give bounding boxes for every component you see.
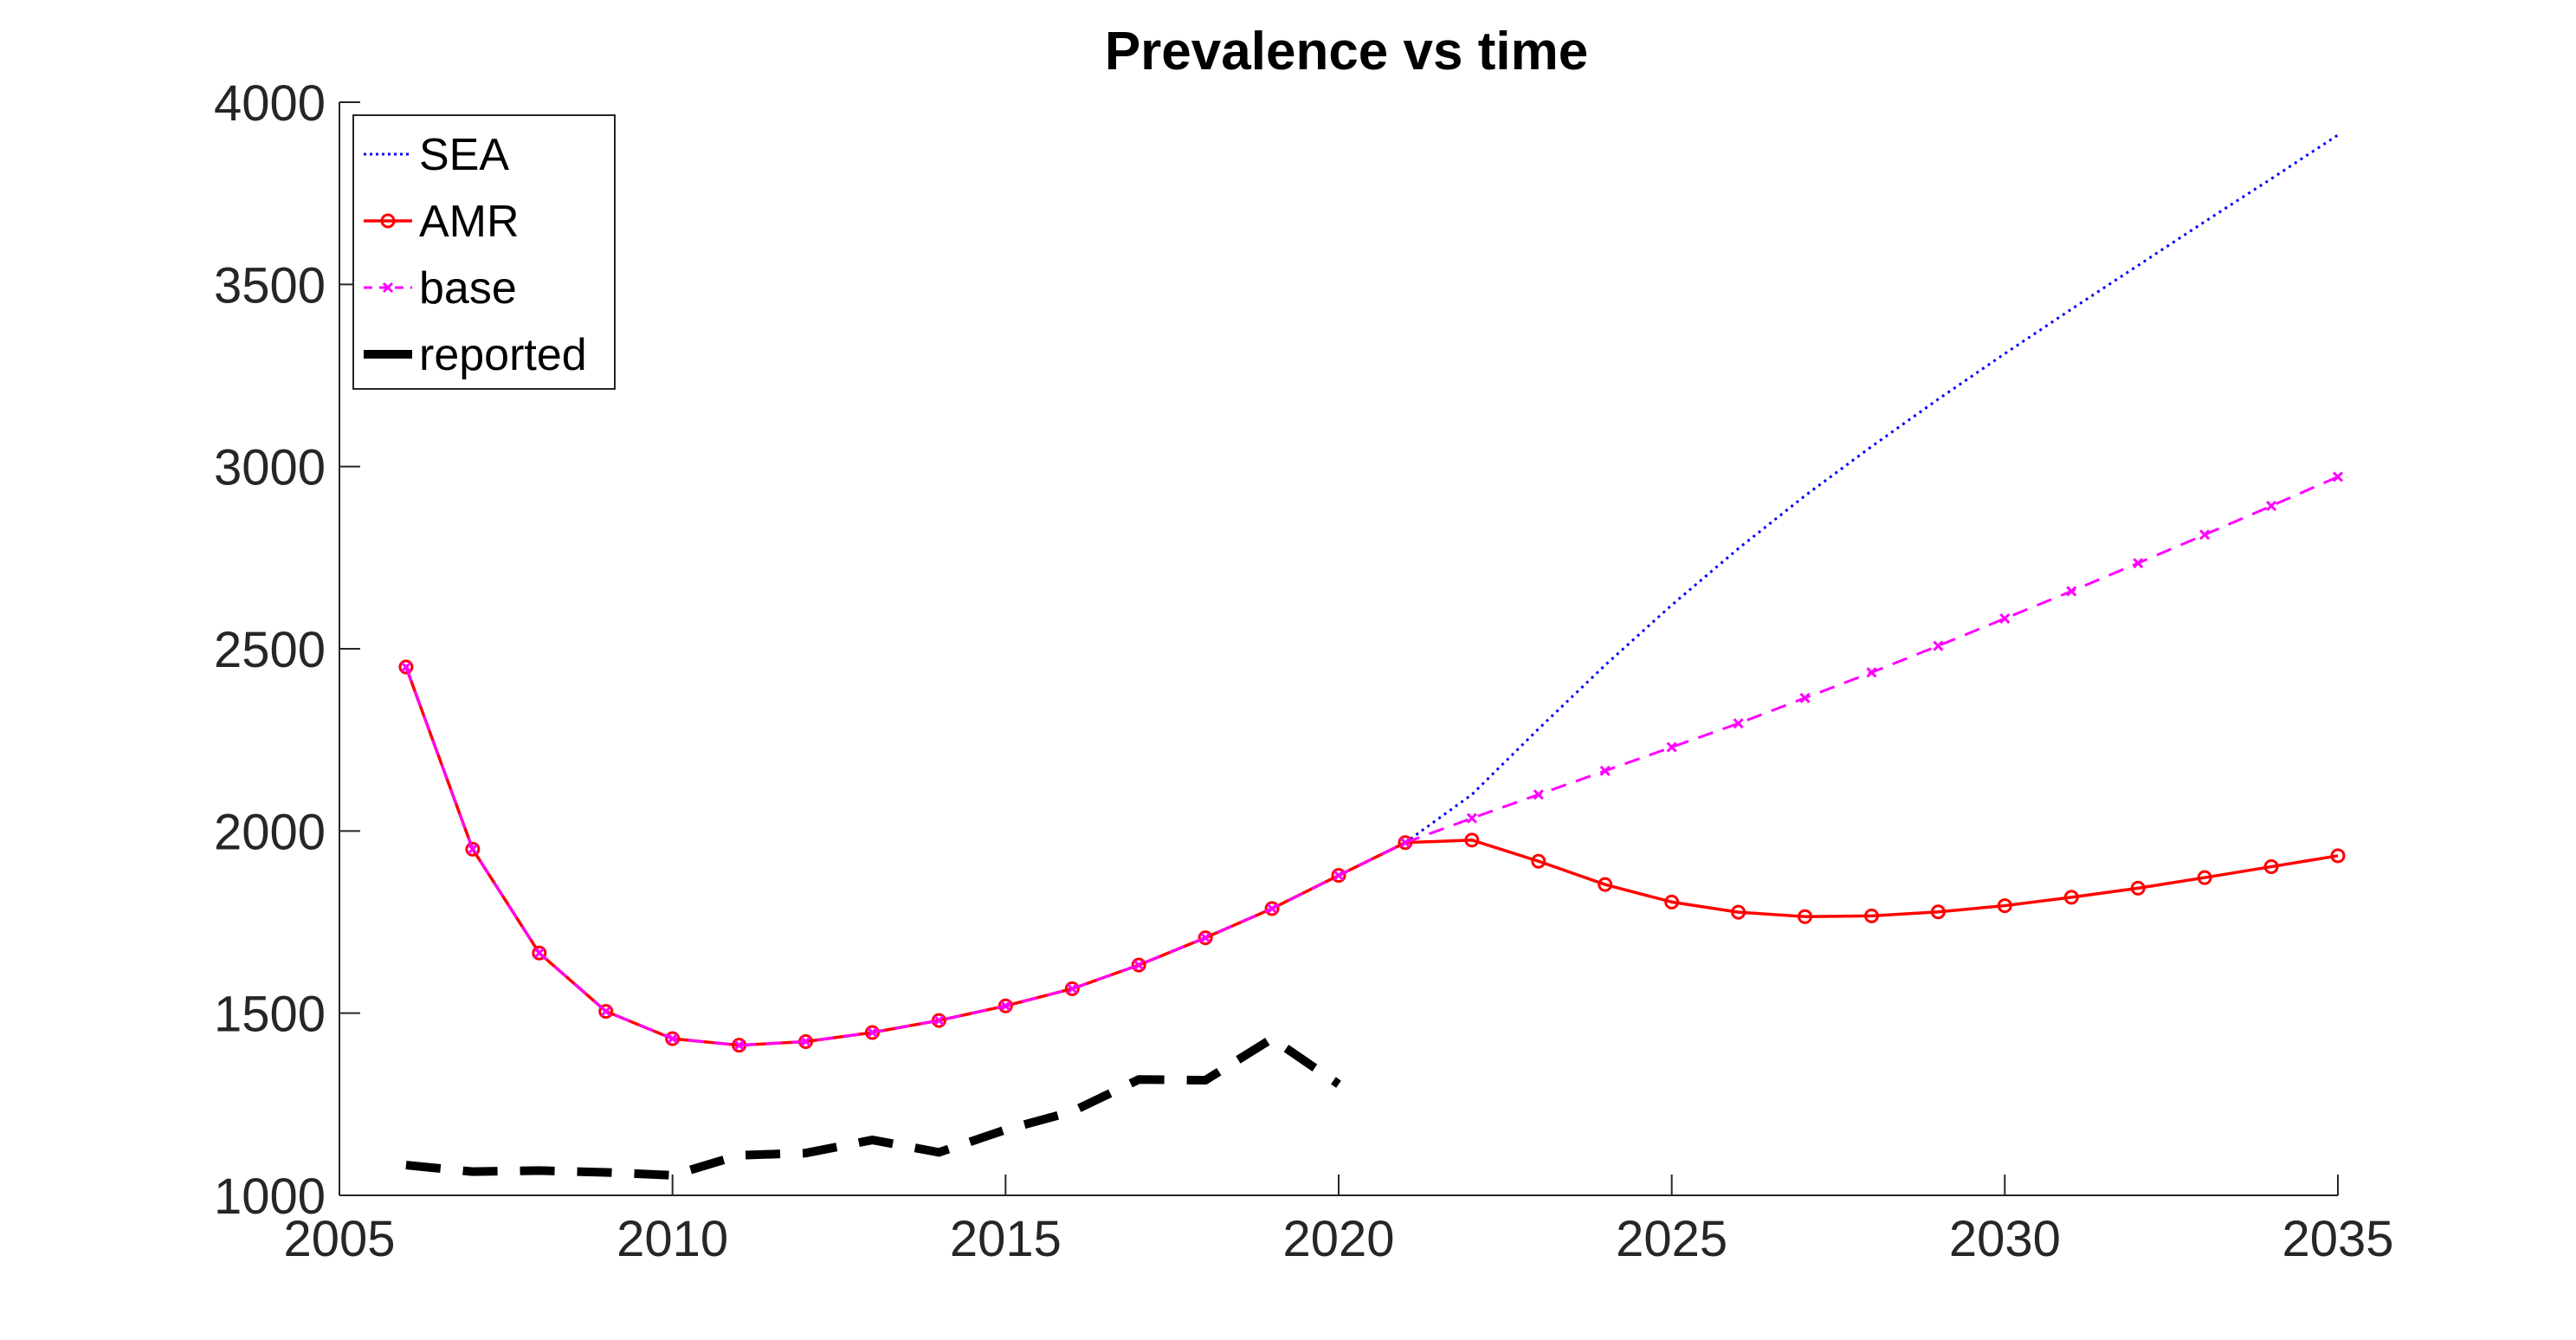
y-tick-label: 3000 bbox=[214, 440, 326, 496]
data-point-amr bbox=[665, 1031, 681, 1046]
data-point-base bbox=[1067, 983, 1078, 994]
data-point-base bbox=[1799, 692, 1811, 703]
data-point-amr bbox=[1997, 898, 2012, 914]
x-tick-label: 2010 bbox=[617, 1211, 728, 1267]
data-point-base bbox=[867, 1026, 878, 1039]
y-tick-label: 3500 bbox=[214, 257, 326, 314]
data-point-base bbox=[1666, 741, 1677, 753]
data-point-base bbox=[1999, 613, 2011, 625]
data-point-amr bbox=[1131, 957, 1146, 973]
legend-entry-amr: AMR bbox=[364, 197, 520, 247]
x-tick-label: 2030 bbox=[1949, 1211, 2061, 1267]
x-tick-label: 2020 bbox=[1282, 1211, 1394, 1267]
axes: 2005 2010 2015 2020 2025 2030 2035 1000 1500 2000… bbox=[214, 75, 2394, 1267]
data-point-base bbox=[1533, 789, 1544, 800]
series-line-base bbox=[404, 476, 2339, 1047]
series-sea bbox=[404, 133, 2339, 1047]
legend: SEA AMR base reported bbox=[352, 114, 616, 390]
data-point-amr bbox=[1798, 909, 1813, 924]
legend-entry-reported: reported bbox=[364, 330, 587, 380]
legend-label: AMR bbox=[419, 197, 520, 247]
data-point-base bbox=[1133, 960, 1145, 971]
data-point-amr bbox=[2063, 890, 2079, 905]
data-point-amr bbox=[398, 659, 414, 675]
data-point-base bbox=[1333, 870, 1345, 881]
data-point-amr bbox=[1264, 901, 1280, 916]
data-point-base bbox=[2266, 501, 2277, 512]
x-tick-label: 2025 bbox=[1616, 1211, 1727, 1267]
series-amr bbox=[398, 659, 2346, 1053]
data-point-amr bbox=[1064, 981, 1080, 996]
data-point-amr bbox=[2330, 848, 2346, 864]
legend-label: reported bbox=[419, 330, 587, 380]
data-point-base bbox=[2066, 586, 2077, 597]
data-point-amr bbox=[465, 841, 481, 857]
data-point-amr bbox=[532, 945, 547, 961]
data-point-base bbox=[1267, 903, 1278, 915]
x-tick-label: 2015 bbox=[950, 1211, 1062, 1267]
data-point-amr bbox=[598, 1004, 614, 1020]
data-point-amr bbox=[1398, 835, 1413, 851]
data-point-base bbox=[1599, 765, 1611, 776]
x-tick-label: 2035 bbox=[2282, 1211, 2393, 1267]
data-point-base bbox=[400, 661, 411, 673]
legend-label: SEA bbox=[419, 130, 509, 180]
series-reported bbox=[405, 1034, 1341, 1180]
legend-label: base bbox=[419, 263, 517, 314]
data-point-base bbox=[1933, 640, 1944, 651]
data-point-amr bbox=[2130, 880, 2146, 896]
data-point-base bbox=[1466, 812, 1477, 824]
series-line-amr bbox=[404, 666, 2339, 1047]
data-point-amr bbox=[1531, 853, 1546, 869]
data-point-base bbox=[933, 1015, 945, 1026]
data-point-amr bbox=[1664, 894, 1680, 910]
data-point-base bbox=[800, 1036, 811, 1047]
data-point-amr bbox=[1198, 930, 1213, 946]
data-point-base bbox=[733, 1039, 745, 1051]
series-line-reported bbox=[405, 1034, 1341, 1180]
series-base bbox=[400, 471, 2344, 1051]
data-point-amr bbox=[1331, 868, 1346, 884]
data-point-amr bbox=[1464, 832, 1480, 848]
data-point-amr bbox=[2197, 870, 2212, 885]
x-tick-label: 2005 bbox=[283, 1211, 395, 1267]
data-point-base bbox=[1000, 1000, 1011, 1012]
data-point-base bbox=[600, 1006, 611, 1017]
data-point-base bbox=[2199, 529, 2211, 541]
data-point-amr bbox=[2263, 859, 2279, 875]
data-point-base bbox=[1399, 837, 1411, 848]
data-point-amr bbox=[1598, 877, 1613, 892]
data-point-base bbox=[1200, 932, 1211, 943]
y-tick-label: 1000 bbox=[214, 1168, 326, 1225]
y-tick-label: 2500 bbox=[214, 622, 326, 678]
legend-marker bbox=[382, 282, 394, 294]
data-point-base bbox=[1866, 667, 1877, 678]
chart-title: Prevalence vs time bbox=[1105, 22, 1588, 81]
data-point-base bbox=[2332, 471, 2344, 482]
data-point-amr bbox=[1930, 904, 1946, 920]
legend-marker bbox=[380, 213, 396, 229]
legend-box bbox=[352, 114, 616, 390]
y-tick-label: 2000 bbox=[214, 804, 326, 860]
series-line-sea bbox=[404, 133, 2339, 1047]
y-tick-label: 4000 bbox=[214, 75, 326, 132]
legend-entry-sea: SEA bbox=[364, 130, 509, 180]
data-point-base bbox=[1733, 718, 1744, 729]
data-point-amr bbox=[1863, 908, 1879, 923]
plot-area bbox=[398, 133, 2346, 1180]
data-point-base bbox=[2133, 558, 2144, 569]
y-tick-label: 1500 bbox=[214, 987, 326, 1043]
data-point-base bbox=[467, 844, 478, 855]
data-point-amr bbox=[1731, 904, 1746, 920]
data-point-base bbox=[533, 948, 545, 959]
legend-entry-base: base bbox=[364, 263, 517, 314]
data-point-base bbox=[667, 1033, 678, 1045]
